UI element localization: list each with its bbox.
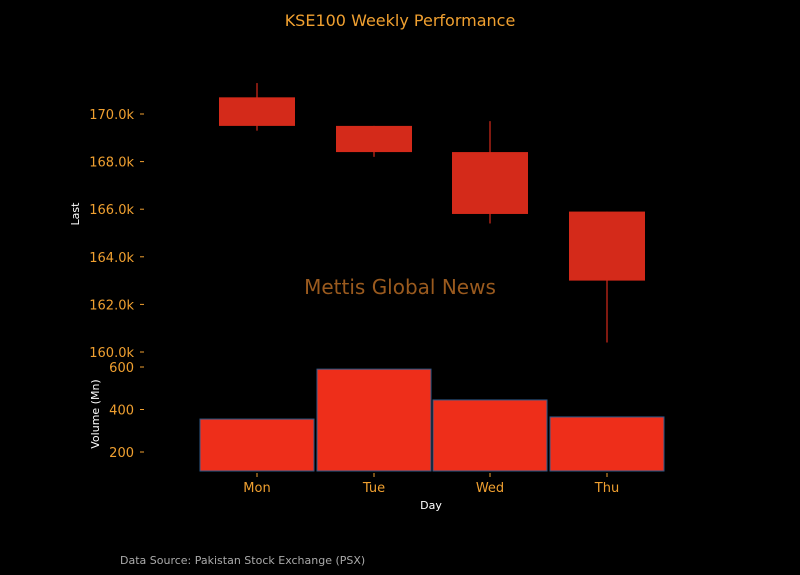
volume-bar-thu	[549, 416, 665, 472]
volume-bar-wed	[432, 399, 548, 472]
volume-axis-label: Volume (Mn)	[89, 379, 102, 448]
price-y-axis: 160.0k 162.0k 164.0k 166.0k 168.0k 170.0k	[89, 108, 144, 361]
candlestick-series	[219, 83, 645, 343]
watermark: Mettis Global News	[304, 275, 496, 299]
price-tick-label: 166.0k	[89, 203, 134, 218]
volume-tick-label: 200	[109, 446, 134, 461]
x-tick-label-thu: Thu	[594, 481, 619, 496]
price-axis-label: Last	[69, 202, 82, 226]
chart-title: KSE100 Weekly Performance	[285, 11, 516, 30]
volume-bar-tue	[316, 368, 432, 472]
volume-bar-mon	[199, 418, 315, 472]
volume-y-axis: 200 400 600	[109, 361, 144, 461]
candle-body-wed	[452, 152, 528, 214]
price-tick-label: 160.0k	[89, 346, 134, 361]
x-tick-label-wed: Wed	[476, 481, 504, 496]
x-axis: Mon Tue Wed Thu	[243, 473, 619, 496]
x-axis-label: Day	[420, 499, 442, 512]
data-source-note: Data Source: Pakistan Stock Exchange (PS…	[120, 554, 365, 567]
candle-body-mon	[219, 97, 295, 126]
candle-body-thu	[569, 211, 645, 281]
price-tick-label: 164.0k	[89, 251, 134, 266]
price-tick-label: 170.0k	[89, 108, 134, 123]
x-tick-label-mon: Mon	[243, 481, 270, 496]
x-tick-label-tue: Tue	[362, 481, 385, 496]
volume-tick-label: 600	[109, 361, 134, 376]
volume-bar-series	[199, 368, 665, 472]
volume-tick-label: 400	[109, 404, 134, 419]
price-tick-label: 162.0k	[89, 298, 134, 313]
candle-body-tue	[336, 125, 412, 153]
price-tick-label: 168.0k	[89, 156, 134, 171]
